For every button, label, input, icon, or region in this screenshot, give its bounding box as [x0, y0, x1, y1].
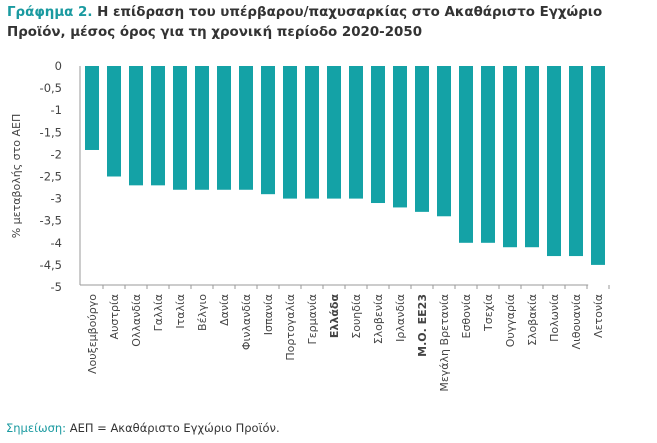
bar-6	[217, 66, 231, 190]
bar-1	[107, 66, 121, 177]
bar-14	[393, 66, 407, 208]
y-tick-label: -0,5	[40, 81, 62, 95]
y-tick-label: -3	[51, 192, 62, 206]
y-tick-label: -4	[51, 236, 62, 250]
x-tick-label: Γαλλία	[152, 294, 165, 331]
y-tick-label: -2,5	[40, 170, 62, 184]
x-tick-label: Αυστρία	[108, 294, 121, 339]
chart-title: Γράφημα 2. Η επίδραση του υπέρβαρου/παχυ…	[7, 3, 657, 43]
x-tick-label: Γερμανία	[306, 294, 319, 344]
chart-title-lead: Γράφημα 2.	[7, 5, 93, 20]
y-tick-label: -1	[51, 103, 62, 117]
chart-title-text: Η επίδραση του υπέρβαρου/παχυσαρκίας στο…	[7, 5, 603, 40]
bar-20	[525, 66, 539, 248]
x-tick-label: Πολωνία	[548, 294, 561, 342]
bar-19	[503, 66, 517, 248]
x-tick-label: Λουξεμβούργο	[86, 294, 99, 374]
y-tick-label: -1,5	[40, 125, 62, 139]
x-tick-label: Βέλγιο	[196, 294, 209, 331]
x-tick-label: Ολλανδία	[130, 294, 143, 347]
x-tick-label: Τσεχία	[482, 294, 495, 332]
x-tick-label: Ιρλανδία	[394, 294, 407, 342]
x-tick-label: Δανία	[218, 294, 231, 326]
note-text: ΑΕΠ = Ακαθάριστο Εγχώριο Προϊόν.	[66, 421, 280, 435]
bar-10	[305, 66, 319, 199]
chart-note: Σημείωση: ΑΕΠ = Ακαθάριστο Εγχώριο Προϊό…	[6, 421, 280, 435]
bar-chart: 0 -0,5 -1 -1,5 -2 -2,5 -3 -3,5 -4 -4,5 -5 % μεταβολ…	[10, 59, 610, 392]
bar-11	[327, 66, 341, 199]
bar-4	[173, 66, 187, 190]
bar-15	[415, 66, 429, 212]
bar-7	[239, 66, 253, 190]
bar-2	[129, 66, 143, 186]
y-tick-label: 0	[55, 59, 62, 73]
bar-13	[371, 66, 385, 204]
note-lead: Σημείωση:	[6, 421, 67, 435]
bar-22	[569, 66, 583, 257]
x-tick-label: Ιταλία	[174, 294, 187, 329]
x-tick-label: Ουγγαρία	[504, 294, 517, 347]
x-tick-label: Σλοβενία	[372, 294, 385, 344]
bar-3	[151, 66, 165, 186]
bar-17	[459, 66, 473, 243]
x-tick-label: Ελλάδα	[328, 294, 341, 339]
bar-0	[85, 66, 99, 150]
x-tick-label: Ισπανία	[262, 294, 275, 335]
x-tick-label: Εσθονία	[460, 294, 473, 339]
x-tick-label: Σλοβακία	[526, 294, 539, 346]
x-tick-label: Φινλανδία	[240, 294, 253, 350]
y-tick-label: -5	[51, 280, 62, 294]
bar-5	[195, 66, 209, 190]
x-tick-label: Λετονία	[592, 294, 605, 338]
x-tick-label: Σουηδία	[350, 294, 363, 339]
y-tick-label: -3,5	[40, 214, 62, 228]
x-tick-label: Μ.Ο. ΕΕ23	[416, 294, 429, 357]
bar-23	[591, 66, 605, 265]
x-tick-label: Μεγάλη Βρετανία	[438, 294, 451, 392]
y-tick-label: -2	[51, 147, 62, 161]
bar-18	[481, 66, 495, 243]
y-axis-label: % μεταβολής στο ΑΕΠ	[10, 114, 23, 239]
bar-8	[261, 66, 275, 195]
bar-9	[283, 66, 297, 199]
bar-21	[547, 66, 561, 257]
y-tick-label: -4,5	[40, 258, 62, 272]
x-tick-label: Πορτογαλία	[284, 294, 297, 361]
x-tick-label: Λιθουανία	[570, 294, 583, 349]
bar-16	[437, 66, 451, 217]
bar-12	[349, 66, 363, 199]
